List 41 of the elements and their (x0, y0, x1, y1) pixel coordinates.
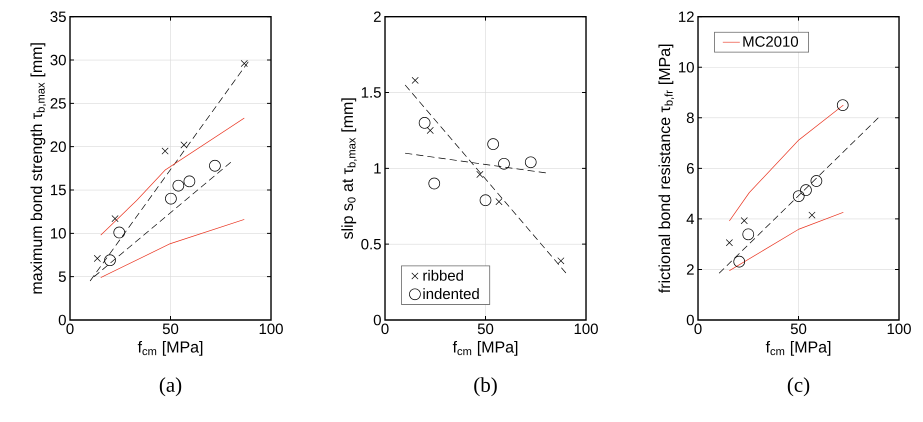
y-axis-title: maximum bond strength τ$_{b,max}$ [mm] (30, 43, 46, 294)
y-tick-label: 10 (679, 62, 694, 73)
x-tick-label: 100 (888, 324, 911, 334)
y-tick-label: 0.5 (361, 238, 381, 250)
y-tick-label: 6 (686, 163, 694, 174)
legend-label: MC2010 (743, 36, 798, 47)
y-axis-title: frictional bond resistance τ$_{b,fr}$ [MPa] (658, 44, 674, 293)
y-tick-label: 5 (58, 271, 66, 282)
legend-label: ribbed (423, 270, 463, 281)
y-tick-label: 4 (686, 214, 694, 224)
y-tick-label: 0 (686, 314, 694, 326)
y-tick-label: 2 (686, 264, 694, 275)
y-tick-label: 1.5 (362, 87, 381, 98)
x-axis-title: f$_{cm}$ [MPa] (766, 340, 830, 356)
x-tick-label: 100 (574, 324, 598, 334)
y-tick-label: 0 (58, 314, 66, 326)
x-tick-label: 0 (381, 324, 389, 334)
y-tick-label: 25 (50, 98, 66, 109)
text: (a) (160, 377, 182, 396)
y-tick-label: 35 (50, 11, 66, 22)
x-tick-label: 0 (694, 324, 702, 334)
y-tick-label: 2 (374, 11, 381, 22)
legend-label: indented (423, 288, 479, 300)
y-tick-label: 10 (51, 228, 66, 239)
y-axis-title: slip s$_{0}$ at τ$_{b,max}$ [mm] (341, 98, 357, 240)
y-tick-label: 1 (374, 163, 381, 174)
x-tick-label: 50 (478, 324, 494, 334)
x-tick-label: 50 (790, 324, 806, 334)
y-tick-label: 8 (686, 112, 694, 124)
y-tick-label: 20 (50, 141, 66, 152)
y-tick-label: 30 (50, 54, 66, 66)
x-axis-title: f$_{cm}$ [MPa] (452, 340, 518, 356)
x-axis-title: f$_{cm}$ [MPa] (138, 340, 202, 356)
x-tick-label: 0 (66, 324, 74, 334)
y-tick-label: 0 (374, 314, 381, 326)
y-tick-label: 15 (51, 184, 66, 196)
text: (b) (474, 377, 497, 396)
x-tick-label: 100 (260, 324, 283, 334)
text: (c) (788, 377, 810, 396)
y-tick-label: 12 (679, 11, 694, 22)
x-tick-label: 50 (162, 324, 178, 334)
